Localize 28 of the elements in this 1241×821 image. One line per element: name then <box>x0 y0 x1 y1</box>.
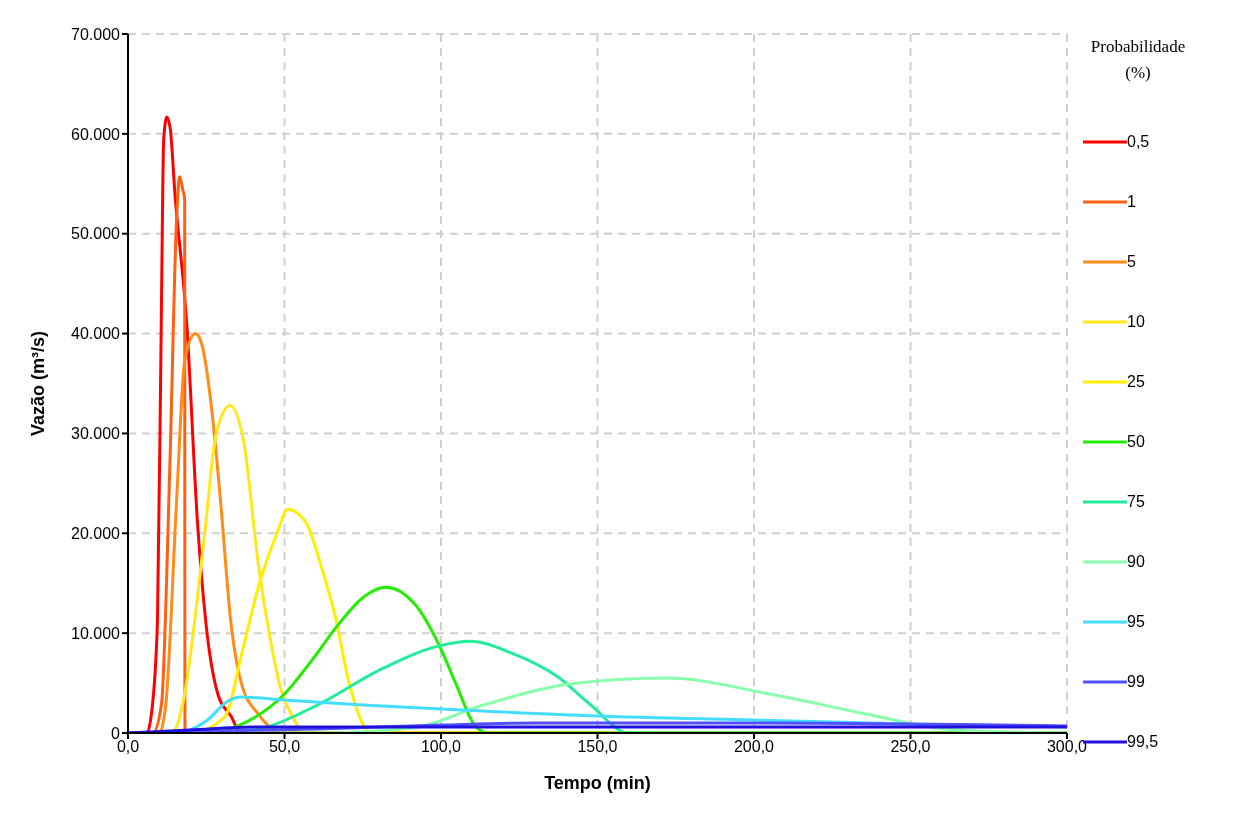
x-tick-label: 50,0 <box>268 738 301 756</box>
x-axis-title: Tempo (min) <box>544 773 651 793</box>
y-tick-label: 70.000 <box>71 25 121 43</box>
x-tick-label: 250,0 <box>890 738 931 756</box>
y-tick-label: 40.000 <box>71 325 121 343</box>
x-tick-label: 300,0 <box>1046 738 1088 756</box>
x-tick-label: 200,0 <box>733 738 775 756</box>
x-tick-label: 0,0 <box>116 738 140 756</box>
y-axis-title: Vazão (m³/s) <box>28 330 49 437</box>
legend-label: 75 <box>1127 493 1145 511</box>
legend-label: 0,5 <box>1127 133 1150 151</box>
y-tick-label: 50.000 <box>71 225 121 243</box>
legend-title: Probabilidade (%) <box>1089 36 1187 84</box>
legend-label: 90 <box>1127 553 1145 571</box>
legend-label: 1 <box>1127 193 1136 211</box>
legend-label: 10 <box>1127 313 1145 331</box>
legend-label: 95 <box>1127 613 1145 631</box>
y-tick-label: 20.000 <box>71 524 121 542</box>
legend-label: 25 <box>1127 373 1145 391</box>
legend-label: 99,5 <box>1127 733 1159 751</box>
x-tick-label: 150,0 <box>577 738 618 756</box>
legend-label: 99 <box>1127 673 1145 691</box>
x-tick-label: 100,0 <box>420 738 462 756</box>
legend-label: 50 <box>1127 433 1145 451</box>
y-tick-label: 60.000 <box>71 125 121 143</box>
legend-label: 5 <box>1127 253 1136 271</box>
y-tick-label: 10.000 <box>71 624 121 642</box>
y-tick-label: 30.000 <box>71 425 121 443</box>
